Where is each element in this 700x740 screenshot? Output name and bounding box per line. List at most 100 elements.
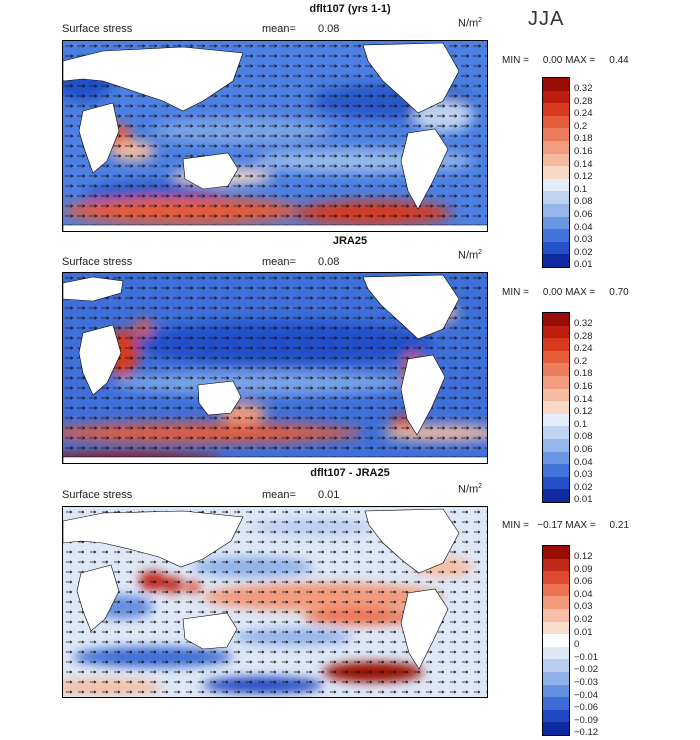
panel-title: dflt107 - JRA25 xyxy=(310,467,390,479)
season-label: JJA xyxy=(528,8,565,30)
colorbar-swatch xyxy=(543,338,569,351)
colorbar-label: 0.02 xyxy=(574,613,593,625)
colorbar-swatch xyxy=(543,241,569,255)
colorbar-label: 0.01 xyxy=(574,626,593,638)
colorbar-labels: 0.12 0.09 0.06 0.04 0.03 0.02 0.01 0 −0.… xyxy=(574,551,598,740)
colorbar xyxy=(542,312,570,503)
colorbar-swatch xyxy=(543,375,569,389)
colorbar-label: 0.08 xyxy=(574,196,593,208)
colorbar-label: 0.03 xyxy=(574,601,593,613)
colorbar-swatch xyxy=(543,128,569,141)
colorbar-label: 0.01 xyxy=(574,494,593,506)
colorbar-swatch xyxy=(543,546,569,559)
colorbar-label: 0.06 xyxy=(574,208,593,220)
colorbar-labels: 0.32 0.28 0.24 0.2 0.18 0.16 0.14 0.12 0… xyxy=(574,318,593,507)
panel-title: dflt107 (yrs 1-1) xyxy=(309,3,391,15)
mean-value: 0.01 xyxy=(318,489,340,501)
colorbar xyxy=(542,77,570,268)
colorbar-label: 0.2 xyxy=(574,355,588,367)
colorbar-swatch xyxy=(543,90,569,104)
colorbar-label: −0.01 xyxy=(574,651,599,663)
colorbar-swatch xyxy=(543,684,569,698)
colorbar-label: −0.06 xyxy=(574,702,599,714)
colorbar-label: 0.12 xyxy=(574,406,593,418)
colorbar-swatch xyxy=(543,413,569,427)
panel-subtitle: Surface stress xyxy=(62,23,133,35)
colorbar-swatch xyxy=(543,388,569,402)
panel-subtitle: Surface stress xyxy=(62,489,133,501)
colorbar-swatch xyxy=(543,608,569,622)
colorbar-label: 0.18 xyxy=(574,368,593,380)
colorbar-label: 0.14 xyxy=(574,158,593,170)
mean-label: mean= xyxy=(262,489,296,501)
colorbar-swatch xyxy=(543,697,569,710)
colorbar-swatch xyxy=(543,671,569,685)
colorbar-swatch xyxy=(543,178,569,192)
colorbar-label: 0.1 xyxy=(574,418,588,430)
colorbar-swatch xyxy=(543,140,569,154)
colorbar-swatch xyxy=(543,426,569,439)
surface-stress-map xyxy=(62,40,488,232)
colorbar-label: 0.1 xyxy=(574,183,588,195)
colorbar-swatch xyxy=(543,634,569,647)
colorbar-label: −0.09 xyxy=(574,714,599,726)
colorbar-label: 0.32 xyxy=(574,83,593,94)
colorbar-label: 0.2 xyxy=(574,120,588,132)
min-max-readout: MIN = 0.00 MAX = 0.70 xyxy=(502,287,629,298)
colorbar xyxy=(542,545,570,736)
colorbar-label: 0.03 xyxy=(574,234,593,246)
colorbar-label: 0.14 xyxy=(574,393,593,405)
mean-value: 0.08 xyxy=(318,256,340,268)
colorbar-label: 0 xyxy=(574,639,580,651)
colorbar-label: 0.24 xyxy=(574,343,593,355)
panel-subtitle: Surface stress xyxy=(62,256,133,268)
colorbar-label: 0.04 xyxy=(574,588,593,600)
colorbar-label: 0.02 xyxy=(574,481,593,493)
panel-title: JRA25 xyxy=(332,235,368,247)
colorbar-label: −0.12 xyxy=(574,727,599,739)
colorbar-swatch xyxy=(543,558,569,572)
colorbar-label: −0.04 xyxy=(574,689,599,701)
colorbar-swatch xyxy=(543,451,569,465)
colorbar-label: 0.18 xyxy=(574,133,593,145)
colorbar-label: 0.04 xyxy=(574,456,593,468)
colorbar-swatch xyxy=(543,350,569,364)
colorbar-swatch xyxy=(543,325,569,339)
colorbar-label: 0.16 xyxy=(574,380,593,392)
colorbar-label: 0.06 xyxy=(574,443,593,455)
colorbar-label: 0.28 xyxy=(574,330,593,342)
colorbar-swatch xyxy=(543,571,569,584)
mean-value: 0.08 xyxy=(318,23,340,35)
colorbar-swatch xyxy=(543,583,569,597)
colorbar-swatch xyxy=(543,722,569,735)
colorbar-swatch xyxy=(543,401,569,414)
mean-label: mean= xyxy=(262,23,296,35)
min-max-readout: MIN = 0.00 MAX = 0.44 xyxy=(502,55,629,66)
colorbar-label: 0.32 xyxy=(574,318,593,329)
colorbar-label: 0.28 xyxy=(574,95,593,107)
colorbar-labels: 0.32 0.28 0.24 0.2 0.18 0.16 0.14 0.12 0… xyxy=(574,83,593,272)
colorbar-swatch xyxy=(543,229,569,242)
colorbar-label: 0.02 xyxy=(574,246,593,258)
colorbar-label: 0.09 xyxy=(574,563,593,575)
colorbar-label: 0.04 xyxy=(574,221,593,233)
colorbar-label: 0.03 xyxy=(574,469,593,481)
colorbar-swatch xyxy=(543,115,569,129)
colorbar-label: −0.03 xyxy=(574,676,599,688)
colorbar-swatch xyxy=(543,78,569,91)
colorbar-swatch xyxy=(543,646,569,660)
colorbar-swatch xyxy=(543,103,569,116)
units-label: N/m2 xyxy=(458,17,483,30)
colorbar-swatch xyxy=(543,464,569,477)
colorbar-swatch xyxy=(543,313,569,326)
colorbar-swatch xyxy=(543,621,569,635)
surface-stress-map xyxy=(62,272,488,464)
mean-label: mean= xyxy=(262,256,296,268)
colorbar-label: 0.08 xyxy=(574,431,593,443)
colorbar-swatch xyxy=(543,489,569,502)
surface-stress-difference-map xyxy=(62,506,488,698)
units-label: N/m2 xyxy=(458,249,483,262)
colorbar-label: 0.24 xyxy=(574,108,593,120)
colorbar-label: 0.06 xyxy=(574,576,593,588)
colorbar-swatch xyxy=(543,476,569,490)
